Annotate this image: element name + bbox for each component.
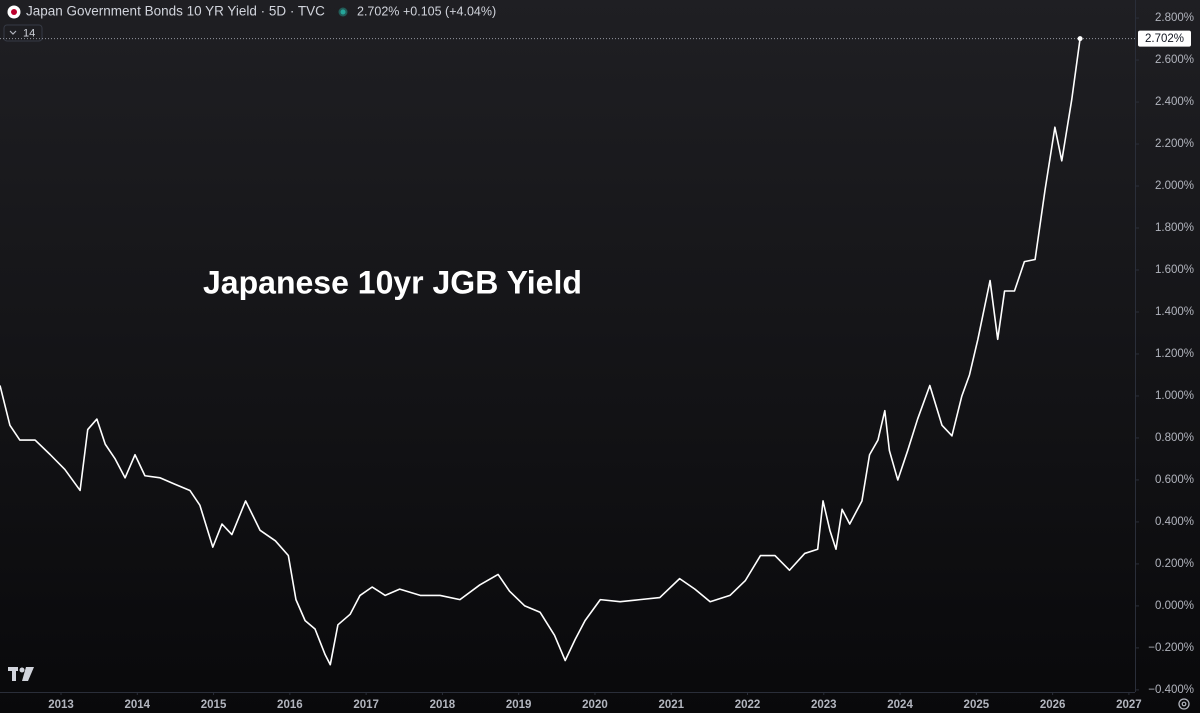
- x-tick-label: 2017: [353, 699, 379, 711]
- chevron-icon: [9, 30, 17, 35]
- x-tick-label: 2026: [1040, 699, 1066, 711]
- status-dot: [340, 9, 346, 15]
- annotation: Japanese 10yr JGB Yield: [203, 264, 582, 300]
- x-tick-label: 2027: [1116, 699, 1142, 711]
- last-price-label: 2.702%: [1145, 33, 1184, 45]
- y-tick-label: 1.000%: [1155, 390, 1194, 402]
- y-tick-label: 2.200%: [1155, 138, 1194, 150]
- y-tick-label: 1.200%: [1155, 348, 1194, 360]
- y-tick-label: 2.400%: [1155, 96, 1194, 108]
- header-change: +0.105 (+4.04%): [403, 4, 496, 18]
- x-tick-label: 2020: [582, 699, 608, 711]
- x-tick-label: 2025: [964, 699, 990, 711]
- last-price-tag: [1138, 30, 1191, 47]
- y-tick-label: 1.600%: [1155, 264, 1194, 276]
- y-tick-label: 0.000%: [1155, 600, 1194, 612]
- header-title: Japan Government Bonds 10 YR Yield · 5D …: [26, 4, 325, 19]
- header-price: 2.702%: [357, 4, 399, 18]
- x-tick-label: 2024: [887, 699, 913, 711]
- x-tick-label: 2023: [811, 699, 837, 711]
- y-tick-label: 0.800%: [1155, 432, 1194, 444]
- flag-icon: [11, 9, 17, 15]
- x-tick-label: 2019: [506, 699, 532, 711]
- y-tick-label: 2.000%: [1155, 180, 1194, 192]
- x-tick-label: 2013: [48, 699, 74, 711]
- indicator-length: 14: [23, 27, 35, 39]
- price-line: [0, 38, 1081, 666]
- y-tick-label: 1.400%: [1155, 306, 1194, 318]
- last-point: [1077, 36, 1083, 42]
- indicator-box[interactable]: [3, 24, 43, 42]
- y-tick-label: −0.400%: [1148, 684, 1194, 696]
- y-tick-label: 1.800%: [1155, 222, 1194, 234]
- x-tick-label: 2018: [430, 699, 456, 711]
- y-tick-label: 2.800%: [1155, 12, 1194, 24]
- x-tick-label: 2022: [735, 699, 761, 711]
- y-tick-label: 0.200%: [1155, 558, 1194, 570]
- plot-area: [0, 38, 1081, 666]
- y-tick-label: −0.200%: [1148, 642, 1194, 654]
- y-tick-label: 0.400%: [1155, 516, 1194, 528]
- x-tick-label: 2016: [277, 699, 303, 711]
- y-tick-label: 2.600%: [1155, 54, 1194, 66]
- x-tick-label: 2021: [658, 699, 684, 711]
- settings-icon[interactable]: [1178, 698, 1190, 710]
- tradingview-logo: [8, 667, 34, 681]
- y-tick-label: 0.600%: [1155, 474, 1194, 486]
- x-tick-label: 2015: [201, 699, 227, 711]
- x-tick-label: 2014: [125, 699, 151, 711]
